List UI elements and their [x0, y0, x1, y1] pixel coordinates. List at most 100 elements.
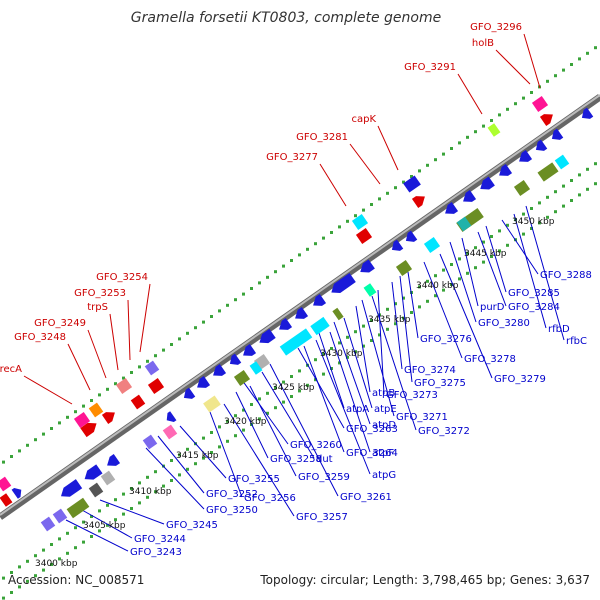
guide-dot	[346, 335, 349, 339]
gene-block	[203, 395, 221, 413]
guide-dot	[522, 96, 525, 100]
guide-dot	[58, 421, 61, 425]
guide-dot	[210, 431, 213, 434]
gene-arrow	[360, 259, 375, 273]
gene-label-top: GFO_3249	[34, 318, 86, 329]
gene-label-top: recA	[0, 364, 22, 375]
gene-label-bottom: atpB	[372, 388, 395, 399]
gene-feature	[40, 516, 56, 532]
label-leader-lines	[23, 33, 565, 552]
guide-dot	[42, 432, 45, 436]
guide-dot	[106, 387, 109, 391]
gene-feature	[101, 412, 115, 424]
guide-dot	[58, 557, 61, 561]
guide-dot	[202, 456, 205, 460]
guide-dot	[106, 503, 109, 507]
gene-feature	[279, 328, 313, 356]
guide-dot	[362, 208, 365, 212]
guide-dot	[258, 281, 261, 285]
gene-arrow	[60, 479, 83, 497]
gene-block	[115, 378, 133, 394]
gene-label-bottom: GFO_3257	[296, 512, 348, 523]
leader-line	[513, 213, 547, 329]
guide-dot	[434, 158, 437, 162]
gene-feature	[213, 364, 227, 376]
guide-dot	[210, 451, 213, 454]
gene-label-bottom: GFO_3261	[340, 492, 392, 503]
guide-dot	[322, 372, 325, 376]
gene-feature	[445, 202, 459, 214]
gene-block	[147, 378, 165, 394]
gene-block	[100, 470, 116, 486]
guide-dot	[154, 354, 157, 358]
gene-label-bottom: GFO_3244	[134, 534, 186, 545]
leader-line	[377, 125, 399, 171]
gene-arrow	[391, 239, 404, 251]
guide-dot	[170, 479, 173, 482]
leader-line	[333, 321, 371, 425]
guide-dot	[18, 565, 21, 569]
gene-label-top: trpS	[87, 302, 108, 313]
leader-line	[209, 411, 243, 498]
gene-feature	[166, 411, 177, 423]
gene-label-bottom: GFO_3252	[206, 489, 258, 500]
guide-dot	[34, 554, 37, 558]
guide-dot	[474, 130, 477, 134]
guide-dot	[586, 167, 589, 171]
gene-label-bottom: atpA	[346, 404, 369, 415]
gene-label-bottom: GFO_3245	[166, 520, 218, 531]
guide-dot	[226, 419, 229, 423]
leader-line	[485, 225, 507, 293]
leader-line	[67, 343, 91, 391]
leader-line	[501, 219, 539, 275]
guide-dot	[474, 246, 477, 250]
guide-dot	[346, 355, 349, 359]
guide-dot	[554, 74, 557, 78]
guide-dot	[146, 495, 149, 499]
guide-dot	[114, 518, 117, 522]
guide-dot	[154, 470, 157, 474]
gene-block	[554, 154, 570, 170]
guide-dot	[530, 227, 533, 230]
guide-dot	[418, 305, 421, 309]
guide-dot	[218, 309, 221, 313]
guide-dot	[98, 393, 101, 397]
guide-dot	[298, 369, 301, 373]
guide-dot	[338, 361, 341, 365]
guide-dot	[26, 443, 29, 447]
guide-dot	[122, 492, 125, 496]
guide-dot	[250, 287, 253, 290]
gene-feature	[403, 175, 421, 193]
gene-label-top: GFO_3277	[266, 152, 318, 163]
gene-feature	[537, 162, 559, 182]
leader-line	[525, 205, 565, 341]
guide-dot	[418, 285, 421, 289]
gene-label-bottom: GFO_3259	[298, 472, 350, 483]
leader-line	[457, 73, 483, 115]
guide-dot	[210, 315, 213, 318]
gene-arrow	[581, 107, 594, 119]
guide-dot	[74, 546, 77, 550]
guide-dot	[258, 417, 261, 421]
guide-dot	[322, 352, 325, 356]
guide-dot	[386, 191, 389, 195]
gene-feature	[249, 361, 263, 375]
gene-feature	[531, 96, 549, 112]
kbp-tick-label: 3410 kbp	[129, 487, 172, 497]
guide-dot	[234, 298, 237, 302]
gene-block	[0, 493, 13, 507]
guide-dot	[402, 296, 405, 300]
leader-line	[269, 363, 339, 497]
leader-line	[157, 435, 205, 494]
gene-features	[0, 96, 594, 532]
guide-dot	[466, 251, 469, 255]
gene-feature	[243, 344, 257, 356]
guide-dot	[290, 375, 293, 378]
gene-feature	[295, 307, 309, 319]
gene-block	[40, 516, 56, 532]
gene-feature	[197, 376, 211, 388]
gene-block	[332, 307, 344, 321]
guide-dot	[274, 386, 277, 390]
leader-line	[81, 509, 133, 539]
gene-label-top: GFO_3254	[96, 272, 148, 283]
